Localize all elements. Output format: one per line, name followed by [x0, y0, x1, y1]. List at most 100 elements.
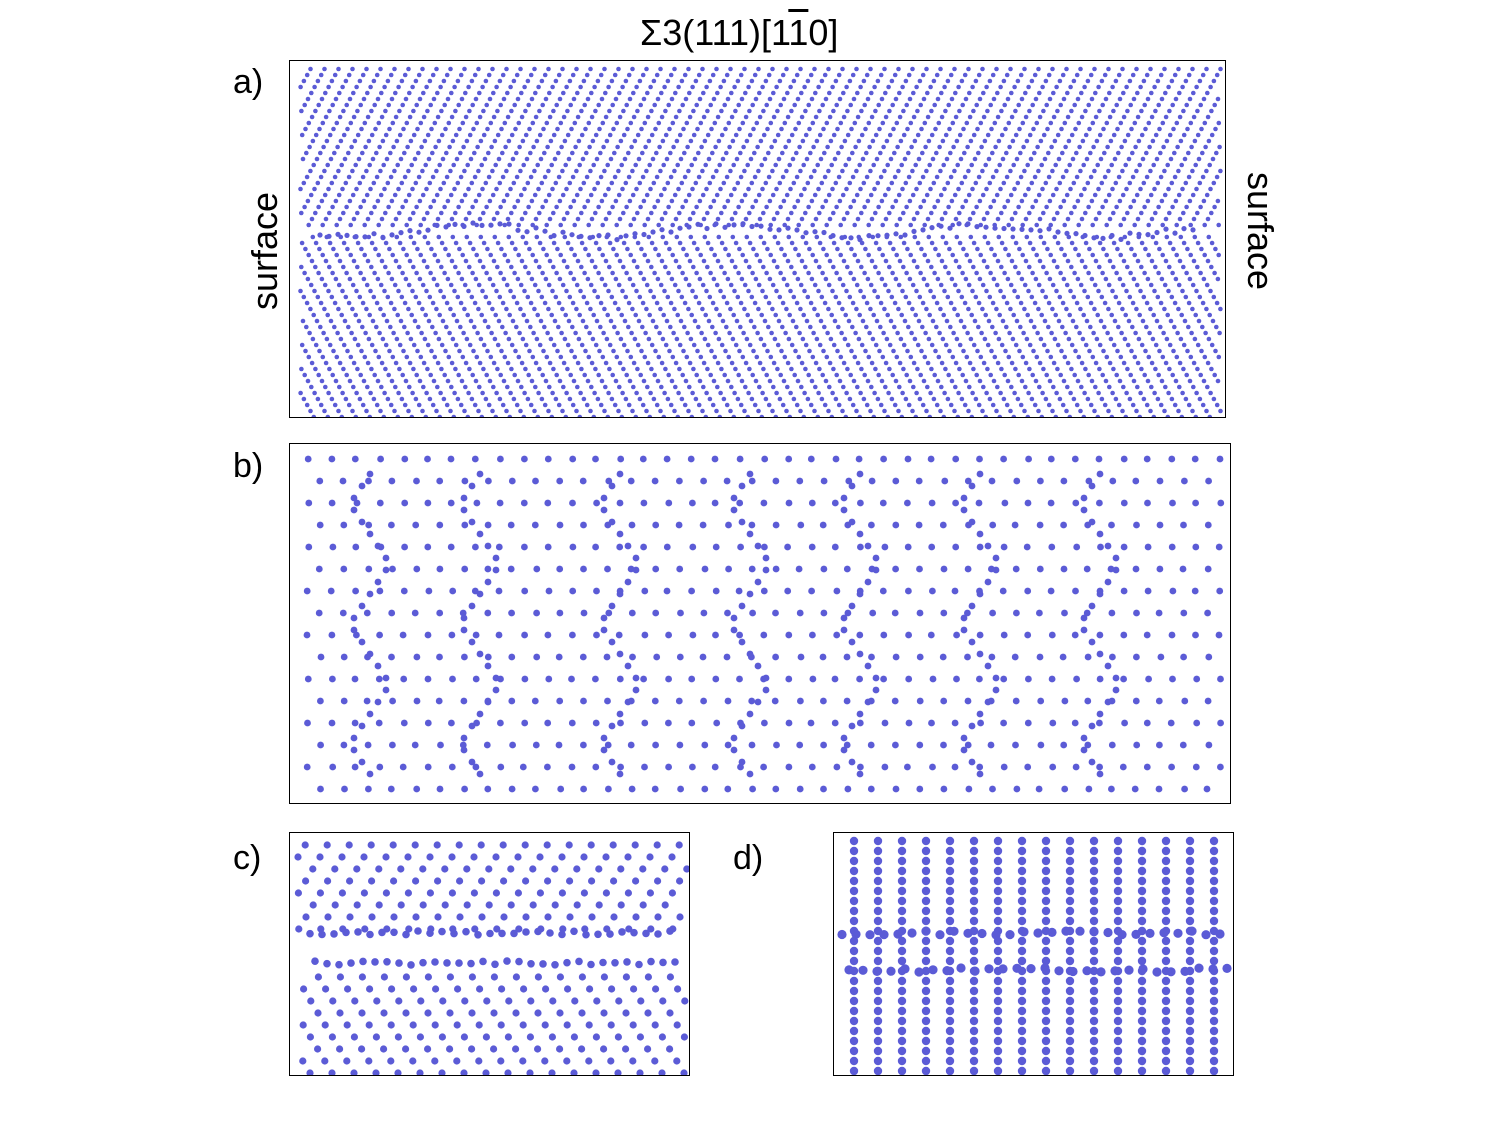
atom — [506, 336, 512, 342]
atom — [797, 697, 804, 705]
atom — [1169, 294, 1175, 300]
atom — [1018, 402, 1024, 408]
atom — [676, 84, 681, 90]
atom — [653, 653, 661, 661]
defect-atom — [1104, 542, 1112, 550]
defect-atom — [632, 686, 640, 694]
atom — [1200, 300, 1206, 306]
atom — [939, 360, 945, 366]
atom — [964, 120, 970, 126]
atom — [626, 72, 632, 78]
atom — [617, 90, 622, 96]
atom — [484, 653, 492, 661]
atom — [1095, 455, 1103, 463]
atom — [845, 108, 850, 114]
atom — [896, 168, 901, 174]
atom — [1180, 288, 1185, 294]
atom — [547, 90, 552, 96]
atom — [668, 889, 676, 897]
atom — [1113, 396, 1119, 402]
atom — [964, 609, 971, 617]
atom — [1057, 396, 1063, 402]
atom — [522, 288, 527, 294]
atom — [1211, 396, 1217, 402]
atom — [505, 360, 511, 366]
atom — [765, 126, 770, 132]
atom — [1023, 543, 1031, 551]
atom — [322, 66, 327, 72]
atom — [714, 282, 720, 288]
atom — [1181, 132, 1187, 138]
atom — [544, 222, 549, 228]
defect-atom — [460, 746, 468, 754]
defect-atom — [1088, 722, 1096, 730]
atom — [637, 294, 643, 300]
atom — [1168, 763, 1175, 771]
atom — [799, 384, 804, 390]
atom — [784, 192, 790, 198]
atom — [910, 66, 915, 72]
atom — [317, 785, 324, 793]
atom — [1041, 240, 1047, 246]
atom — [855, 90, 860, 96]
atom — [401, 543, 408, 551]
boundary-atom — [965, 221, 971, 227]
atom — [691, 210, 696, 216]
atom — [314, 156, 320, 162]
atom — [771, 114, 777, 120]
atom — [1191, 114, 1197, 120]
atom — [388, 174, 394, 180]
atom — [947, 246, 952, 252]
atom — [1162, 192, 1168, 198]
atom — [1025, 414, 1031, 417]
atom — [995, 384, 1000, 390]
defect-atom — [856, 710, 864, 718]
atom — [563, 414, 569, 417]
atom — [937, 330, 942, 336]
atom — [385, 78, 391, 84]
atom — [549, 997, 557, 1005]
atom — [1074, 72, 1080, 78]
atom — [1118, 354, 1124, 360]
atom — [492, 234, 498, 240]
atom — [1099, 78, 1105, 84]
atom — [528, 402, 534, 408]
atom — [821, 348, 826, 354]
atom — [663, 342, 669, 348]
atom — [551, 132, 557, 138]
atom — [1014, 156, 1020, 162]
atom — [325, 162, 330, 168]
atom — [447, 455, 455, 463]
atom — [466, 186, 471, 192]
atom — [954, 138, 960, 144]
atom — [784, 543, 791, 551]
boundary-atom — [578, 233, 584, 239]
atom — [817, 240, 823, 246]
atom — [467, 132, 473, 138]
atom — [489, 330, 494, 336]
atom — [477, 216, 483, 222]
atom — [724, 785, 732, 793]
panel-label-a: a) — [233, 63, 264, 101]
atom — [1037, 360, 1043, 366]
atom — [492, 853, 500, 861]
atom — [733, 342, 739, 348]
atom — [331, 348, 336, 354]
atom — [414, 204, 419, 210]
atom — [924, 168, 929, 174]
atom — [1031, 246, 1036, 252]
atom — [660, 234, 666, 240]
defect-atom — [848, 602, 856, 610]
atom — [1123, 162, 1128, 168]
atom — [1057, 78, 1063, 84]
atom — [314, 973, 322, 981]
atom — [424, 288, 429, 294]
atom — [849, 126, 854, 132]
atom — [577, 162, 582, 168]
atom — [580, 741, 587, 749]
atom — [689, 312, 694, 318]
atom — [1172, 150, 1177, 156]
atom — [393, 360, 399, 366]
atom — [682, 150, 687, 156]
atom — [392, 408, 397, 414]
